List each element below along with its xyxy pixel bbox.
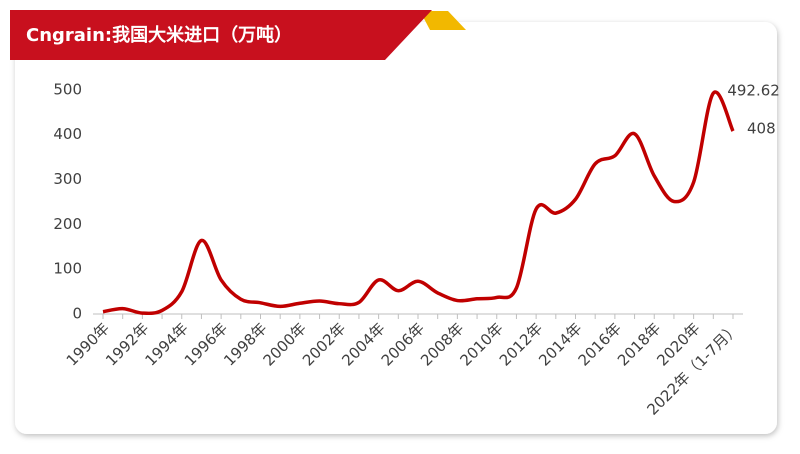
data-label: 492.62	[727, 82, 780, 100]
data-line	[102, 90, 735, 316]
y-tick-label: 200	[53, 215, 82, 233]
data-label: 408	[747, 120, 776, 138]
header-accent	[420, 11, 466, 30]
y-tick-label: 400	[53, 125, 82, 143]
y-tick-label: 500	[53, 80, 82, 98]
y-tick-label: 300	[53, 170, 82, 188]
chart-title: Cngrain:我国大米进口（万吨）	[26, 24, 292, 46]
y-tick-label: 0	[72, 305, 82, 323]
header-banner	[10, 10, 432, 60]
y-tick-label: 100	[53, 260, 82, 278]
card	[15, 22, 777, 434]
